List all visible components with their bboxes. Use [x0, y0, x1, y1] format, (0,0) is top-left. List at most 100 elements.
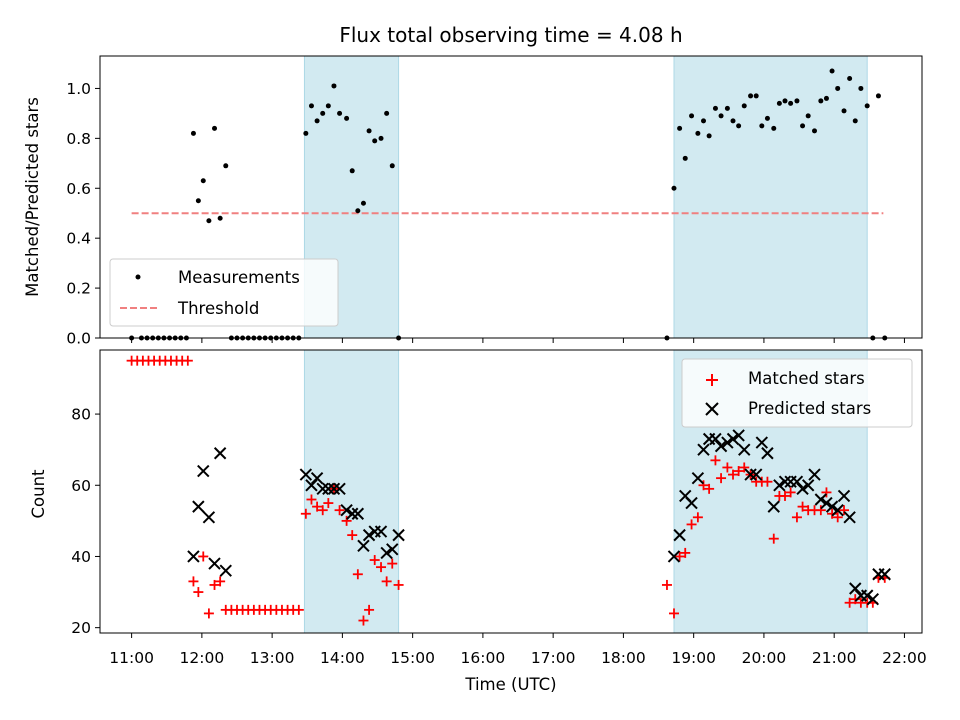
bottom-x-tick-label-0: 11:00	[109, 649, 154, 667]
matched-star-point	[768, 533, 779, 544]
matched-star-point	[358, 615, 369, 626]
top-y-tick-label-3: 0.6	[66, 180, 91, 198]
measurement-point	[308, 103, 314, 109]
measurement-point	[706, 133, 712, 139]
matched-star-point	[785, 487, 796, 498]
matched-star-point	[209, 579, 220, 590]
predicted-star-point	[709, 432, 722, 446]
predicted-star-point	[843, 511, 856, 524]
predicted-star-point	[808, 468, 821, 481]
bottom-x-tick-label-8: 19:00	[671, 649, 716, 667]
top-panel: 0.0 0.2 0.4 0.6 0.8 1.0 Matched/Predicted sta…	[23, 55, 923, 348]
bottom-y-tick-label-1: 40	[71, 548, 91, 566]
predicted-star-point	[778, 475, 792, 488]
measurement-point	[320, 110, 326, 116]
measurement-point	[776, 100, 782, 106]
matched-star-point	[686, 519, 697, 530]
bottom-x-tick-label-7: 18:00	[601, 649, 646, 667]
bottom-y-tick-label-2: 60	[71, 477, 91, 495]
predicted-star-point	[333, 482, 346, 496]
legend-measurements-label: Measurements	[178, 268, 300, 287]
predicted-star-point	[755, 436, 769, 449]
matched-star-point	[661, 579, 672, 590]
matched-star-point	[323, 498, 334, 509]
bottom-y-axis-label: Count	[29, 469, 48, 519]
matched-star-point	[300, 508, 311, 519]
bottom-x-tick-label-3: 14:00	[320, 649, 365, 667]
legend-matched-marker	[706, 374, 718, 386]
top-y-axis-label: Matched/Predicted stars	[23, 97, 42, 297]
predicted-star-point	[849, 582, 862, 595]
predicted-star-point	[322, 482, 335, 496]
top-legend: Measurements Threshold	[109, 258, 339, 327]
measurement-point	[331, 83, 337, 89]
measurement-point	[759, 123, 765, 129]
chart-title: Flux total observing time = 4.08 h	[339, 23, 682, 47]
matched-star-point	[762, 476, 773, 487]
measurement-point	[325, 103, 331, 109]
measurement-point	[223, 163, 229, 169]
top-y-tick-label-5: 1.0	[66, 80, 91, 98]
measurement-point	[372, 138, 378, 144]
measurement-point	[677, 125, 683, 131]
measurement-point	[875, 93, 881, 99]
measurement-point	[748, 93, 754, 99]
matched-star-point	[376, 562, 387, 573]
measurement-point	[794, 98, 800, 104]
matched-star-point	[733, 466, 744, 477]
matched-star-point	[188, 576, 199, 587]
matched-star-point	[387, 558, 398, 569]
measurement-point	[217, 215, 223, 221]
measurement-point	[355, 208, 361, 214]
top-legend-box	[109, 258, 339, 327]
measurement-point	[378, 135, 384, 141]
bottom-y-ticks: 20 40 60 80	[71, 406, 100, 637]
predicted-star-point	[219, 564, 232, 577]
x-axis-label: Time (UTC)	[464, 675, 556, 694]
predicted-star-point	[673, 528, 686, 542]
measurement-point	[771, 125, 777, 131]
bottom-x-tick-label-4: 15:00	[390, 649, 435, 667]
predicted-star-point	[310, 471, 324, 485]
predicted-star-point	[346, 507, 359, 520]
measurement-point	[800, 123, 806, 129]
predicted-star-point	[825, 500, 839, 513]
top-x-ticks	[131, 338, 905, 343]
matched-star-point	[797, 501, 808, 512]
measurement-point	[712, 105, 718, 111]
predicted-star-point	[386, 543, 399, 556]
measurement-point	[736, 123, 742, 129]
predicted-star-point	[316, 482, 329, 496]
measurement-point	[384, 110, 390, 116]
measurement-point	[858, 85, 864, 91]
matched-star-point	[334, 505, 345, 516]
measurement-point	[190, 130, 196, 136]
predicted-star-point	[392, 528, 405, 542]
bottom-y-tick-label-0: 20	[71, 619, 91, 637]
measurement-point	[741, 103, 747, 109]
measurement-point	[701, 118, 707, 124]
measurement-point	[864, 103, 870, 109]
bottom-axes-frame	[99, 349, 923, 634]
measurement-point	[360, 200, 366, 206]
matched-star-point	[347, 530, 358, 541]
measurement-point	[195, 198, 201, 204]
matched-star-point	[312, 501, 323, 512]
top-y-tick-label-1: 0.2	[66, 280, 91, 298]
legend-predicted-label: Predicted stars	[748, 399, 871, 418]
predicted-star-point	[726, 432, 740, 446]
bottom-shaded-region-0	[303, 349, 400, 634]
bottom-legend: Matched stars Predicted stars	[681, 358, 913, 428]
measurement-point	[730, 118, 736, 124]
legend-predicted-marker	[705, 402, 719, 416]
bottom-legend-box	[681, 358, 913, 428]
matched-star-point	[369, 555, 380, 566]
predicted-star-point	[738, 443, 751, 456]
measurement-point	[366, 128, 372, 134]
matched-star-point	[293, 604, 304, 615]
matched-star-point	[674, 551, 685, 562]
matched-star-point	[728, 469, 739, 480]
measurement-point	[337, 110, 343, 116]
bottom-y-tick-label-3: 80	[71, 406, 91, 424]
